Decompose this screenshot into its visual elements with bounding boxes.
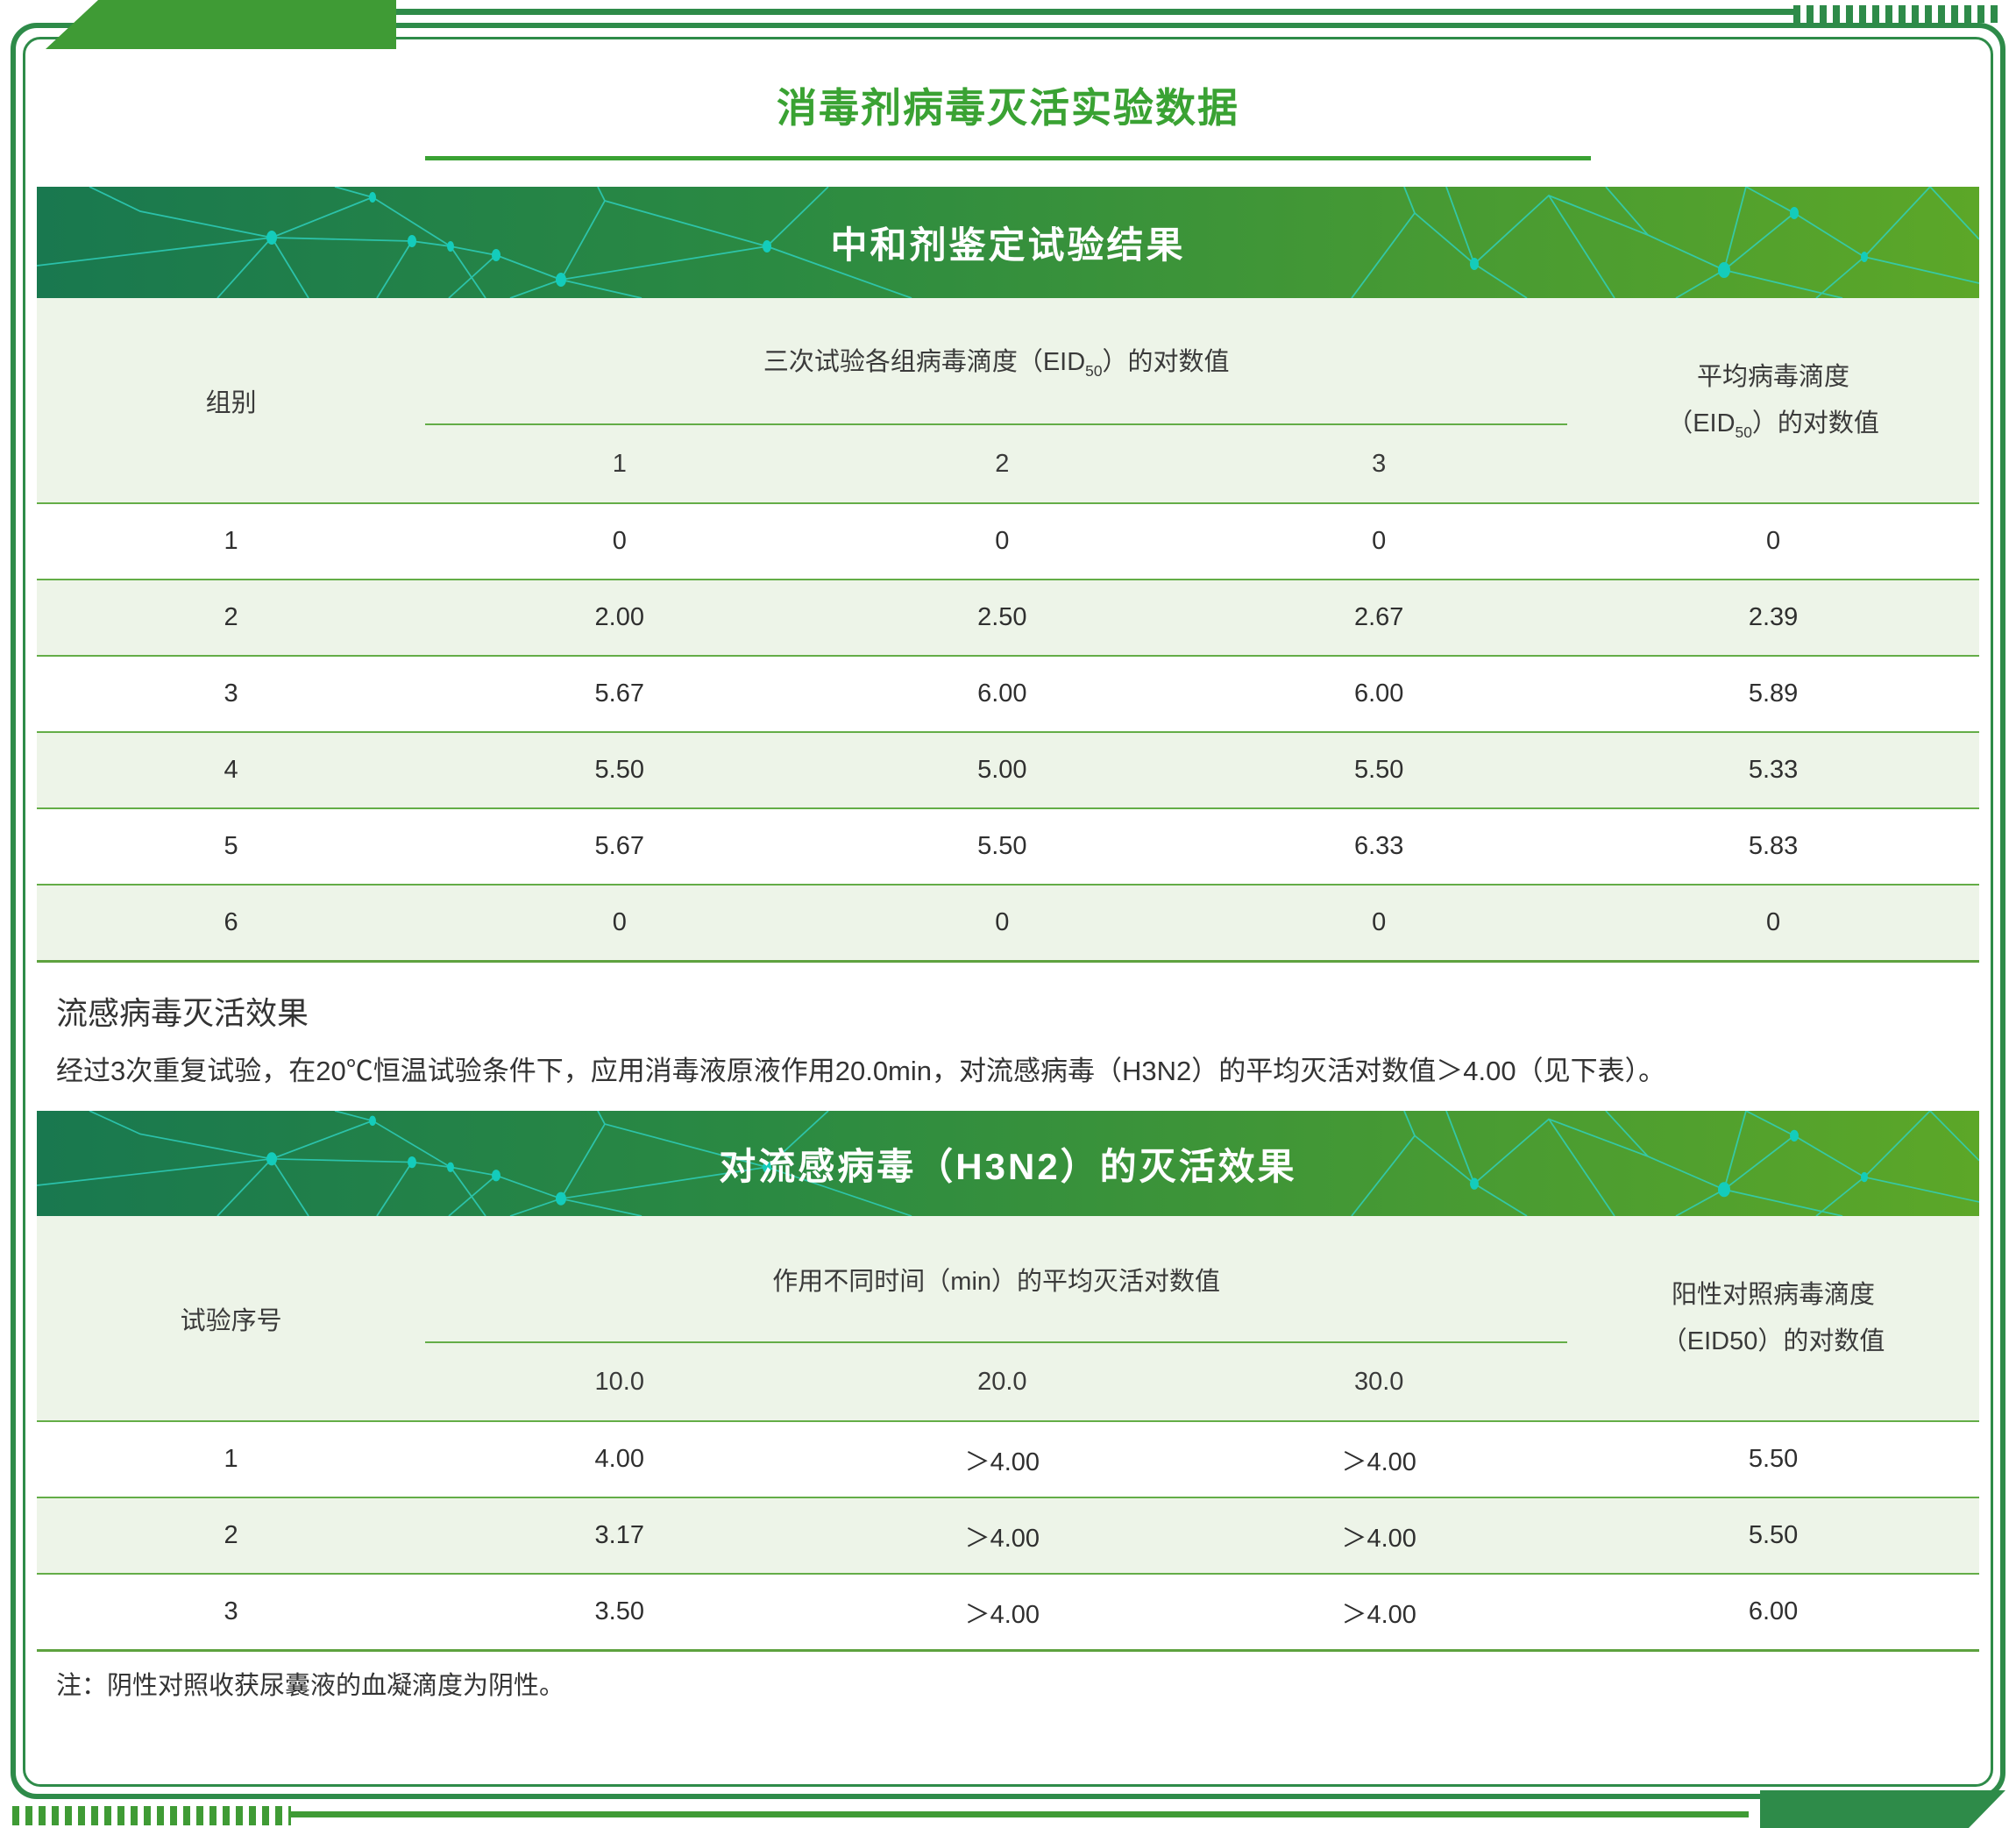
- table-cell: 5.67: [594, 832, 644, 860]
- table-cell: 2.39: [1748, 603, 1799, 631]
- table-row: 1 0 0 0 0: [37, 504, 1979, 579]
- table1-subcol-3: 3: [1372, 449, 1387, 478]
- table-cell: 3: [224, 1597, 238, 1625]
- eid50-subscript: 50: [1735, 423, 1752, 441]
- avg-label-line1: 平均病毒滴度: [1697, 363, 1850, 392]
- table-cell: ＞4.00: [964, 1524, 1040, 1553]
- table-row: 3 5.67 6.00 6.00 5.89: [37, 655, 1979, 731]
- table2-subcol-30: 30.0: [1353, 1367, 1404, 1396]
- table-row: 3 3.50 ＞4.00 ＞4.00 6.00: [37, 1573, 1979, 1649]
- table-cell: 0: [1372, 908, 1387, 936]
- table-cell: ＞4.00: [964, 1447, 1040, 1476]
- table1-col-group-label: 组别: [205, 388, 257, 417]
- table-row: 5 5.67 5.50 6.33 5.83: [37, 807, 1979, 884]
- table-cell: 3.50: [594, 1597, 644, 1625]
- table2-header: 试验序号 作用不同时间（min）的平均灭活对数值 阳性对照病毒滴度 （EID50…: [37, 1216, 1979, 1422]
- table-cell: 3: [224, 679, 238, 708]
- section-title: 流感病毒灭活效果: [56, 995, 309, 1031]
- table2-avg-col-label: 阳性对照病毒滴度 （EID50）的对数值: [1567, 1216, 1979, 1420]
- table1-avg-col-label: 平均病毒滴度 （EID50）的对数值: [1567, 298, 1979, 502]
- top-accent-line: [386, 9, 1793, 15]
- table-cell: 0: [1765, 908, 1781, 936]
- table-row: 6 0 0 0 0: [37, 884, 1979, 960]
- table2-subcol-20: 20.0: [977, 1367, 1027, 1396]
- table-cell: 5: [224, 832, 238, 860]
- trial-span-text: 三次试验各组病毒滴度（EID50）的对数值: [763, 348, 1230, 380]
- table-row: 2 2.00 2.50 2.67 2.39: [37, 579, 1979, 655]
- bottom-right-corner-shape: [1760, 1790, 2005, 1828]
- table-cell: 0: [1372, 527, 1387, 555]
- table2-band-title: 对流感病毒（H3N2）的灭活效果: [719, 1145, 1297, 1187]
- table2-body: 1 4.00 ＞4.00 ＞4.00 5.50 2 3.17 ＞4.00 ＞4.…: [37, 1422, 1979, 1652]
- table-cell: 5.67: [594, 679, 644, 708]
- avg-label-line2: （EID50）的对数值: [1667, 409, 1879, 441]
- avg-label-line1: 阳性对照病毒滴度: [1672, 1281, 1876, 1310]
- table-cell: 5.00: [977, 756, 1027, 784]
- table-cell: 4: [224, 756, 238, 784]
- table-cell: 5.83: [1748, 832, 1799, 860]
- inner-frame-border: [23, 37, 1993, 1787]
- table-cell: 1: [224, 527, 238, 555]
- section-paragraph: 经过3次重复试验，在20℃恒温试验条件下，应用消毒液原液作用20.0min，对流…: [56, 1056, 1666, 1086]
- table-cell: 6.33: [1353, 832, 1404, 860]
- table2-trial-span-label: 作用不同时间（min）的平均灭活对数值: [425, 1216, 1568, 1343]
- content-area: 消毒剂病毒灭活实验数据: [37, 0, 1979, 1701]
- table-cell: 2.50: [977, 603, 1027, 631]
- bottom-left-stripes: [12, 1806, 291, 1825]
- table-row: 4 5.50 5.00 5.50 5.33: [37, 731, 1979, 807]
- table-cell: 0: [995, 908, 1010, 936]
- table-cell: 5.33: [1748, 756, 1799, 784]
- table-cell: 2.67: [1353, 603, 1404, 631]
- table2-col-group-label: 试验序号: [180, 1306, 282, 1335]
- table-cell: 0: [612, 527, 627, 555]
- footnote: 注：阴性对照收获尿囊液的血凝滴度为阴性。: [56, 1672, 565, 1700]
- table1-subcol-2: 2: [995, 449, 1010, 478]
- outer-frame-border: [11, 23, 2005, 1799]
- top-left-corner-shape: [46, 0, 396, 49]
- table-cell: 2.00: [594, 603, 644, 631]
- table-cell: 6: [224, 908, 238, 936]
- table-cell: 5.50: [1353, 756, 1404, 784]
- table2-header-band: 对流感病毒（H3N2）的灭活效果: [37, 1111, 1979, 1216]
- table-cell: 0: [1765, 527, 1781, 555]
- title-underline: [425, 156, 1591, 160]
- table1-trial-span-label: 三次试验各组病毒滴度（EID50）的对数值: [425, 298, 1568, 425]
- table-cell: ＞4.00: [1341, 1524, 1416, 1553]
- table1-header-band: 中和剂鉴定试验结果: [37, 187, 1979, 298]
- top-right-stripes: [1793, 5, 2004, 23]
- page-title: 消毒剂病毒灭活实验数据: [777, 85, 1239, 131]
- table1-band-title: 中和剂鉴定试验结果: [830, 224, 1186, 266]
- table-cell: 5.89: [1748, 679, 1799, 708]
- table1-body: 1 0 0 0 0 2 2.00 2.50 2.67 2.39 3 5.67 6…: [37, 504, 1979, 963]
- table-cell: 6.00: [977, 679, 1027, 708]
- table-cell: 6.00: [1748, 1597, 1799, 1625]
- table-cell: 2: [224, 1521, 238, 1549]
- table-cell: 6.00: [1353, 679, 1404, 708]
- table-cell: 1: [224, 1445, 238, 1473]
- network-mesh-decoration: [37, 187, 1979, 298]
- table-cell: ＞4.00: [1341, 1447, 1416, 1476]
- table2-subcol-10: 10.0: [594, 1367, 644, 1396]
- table-cell: 5.50: [977, 832, 1027, 860]
- table-cell: 5.50: [1748, 1445, 1799, 1473]
- table-cell: 5.50: [594, 756, 644, 784]
- table-row: 2 3.17 ＞4.00 ＞4.00 5.50: [37, 1497, 1979, 1573]
- table-cell: 5.50: [1748, 1521, 1799, 1549]
- table-cell: 2: [224, 603, 238, 631]
- network-mesh-decoration: [37, 1111, 1979, 1216]
- table-cell: 0: [995, 527, 1010, 555]
- eid50-subscript: 50: [1085, 361, 1103, 380]
- avg-label-line2: （EID50）的对数值: [1661, 1327, 1885, 1355]
- table-cell: ＞4.00: [1341, 1600, 1416, 1629]
- table-cell: ＞4.00: [964, 1600, 1040, 1629]
- table1-header: 组别 三次试验各组病毒滴度（EID50）的对数值 平均病毒滴度 （EID50）的…: [37, 298, 1979, 504]
- bottom-accent-line: [291, 1811, 1749, 1817]
- table-cell: 0: [612, 908, 627, 936]
- table-cell: 4.00: [594, 1445, 644, 1473]
- table-row: 1 4.00 ＞4.00 ＞4.00 5.50: [37, 1422, 1979, 1497]
- table1-subcol-1: 1: [612, 449, 627, 478]
- table-cell: 3.17: [594, 1521, 644, 1549]
